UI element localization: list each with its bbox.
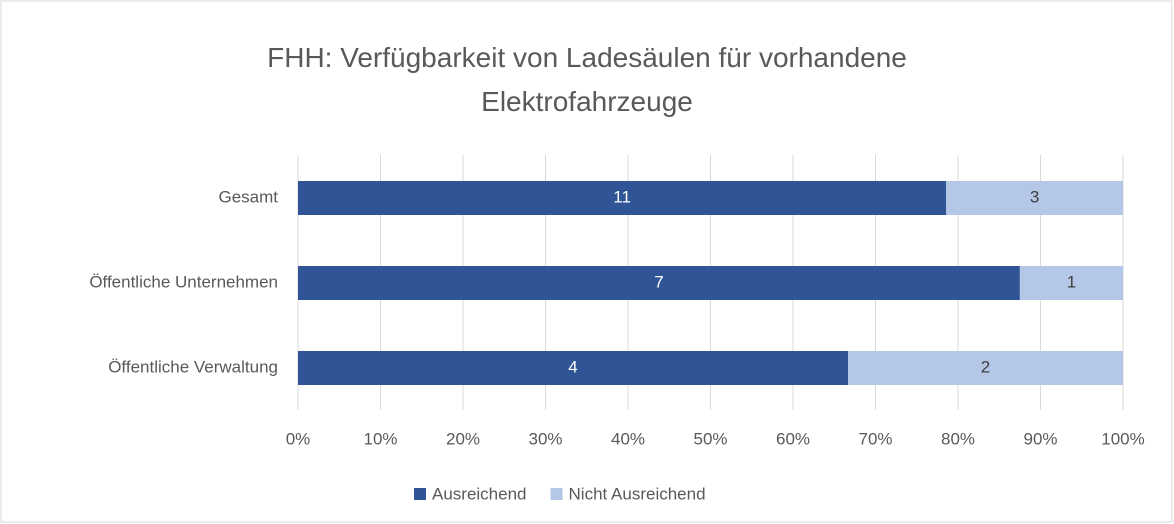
x-tick-label: 20% [446,429,480,448]
x-tick-label: 40% [611,429,645,448]
data-label: 7 [654,272,663,291]
x-tick-label: 50% [693,429,727,448]
bar-segment [946,181,1123,215]
data-label: 2 [981,357,990,376]
bar-segment [848,351,1123,385]
chart-title: FHH: Verfügbarkeit von Ladesäulen für vo… [267,42,907,117]
bar-segment [1019,266,1123,300]
y-tick-label: Gesamt [218,187,278,206]
data-label: 3 [1030,187,1039,206]
x-tick-label: 80% [941,429,975,448]
x-tick-label: 30% [528,429,562,448]
bar-segment [298,351,848,385]
legend-label: Ausreichend [432,484,527,503]
x-tick-label: 0% [286,429,311,448]
legend-label: Nicht Ausreichend [569,484,706,503]
x-tick-label: 10% [363,429,397,448]
x-tick-label: 100% [1101,429,1144,448]
legend-swatch [414,488,426,500]
x-tick-label: 70% [858,429,892,448]
bar-segment [298,181,947,215]
x-tick-label: 90% [1023,429,1057,448]
data-label: 11 [613,187,631,206]
x-tick-label: 60% [776,429,810,448]
y-tick-label: Öffentliche Verwaltung [108,357,278,376]
data-label: 4 [568,357,577,376]
y-tick-label: Öffentliche Unternehmen [89,272,278,291]
data-label: 1 [1067,272,1076,291]
legend-swatch [550,488,563,500]
bar-segment [298,266,1020,300]
